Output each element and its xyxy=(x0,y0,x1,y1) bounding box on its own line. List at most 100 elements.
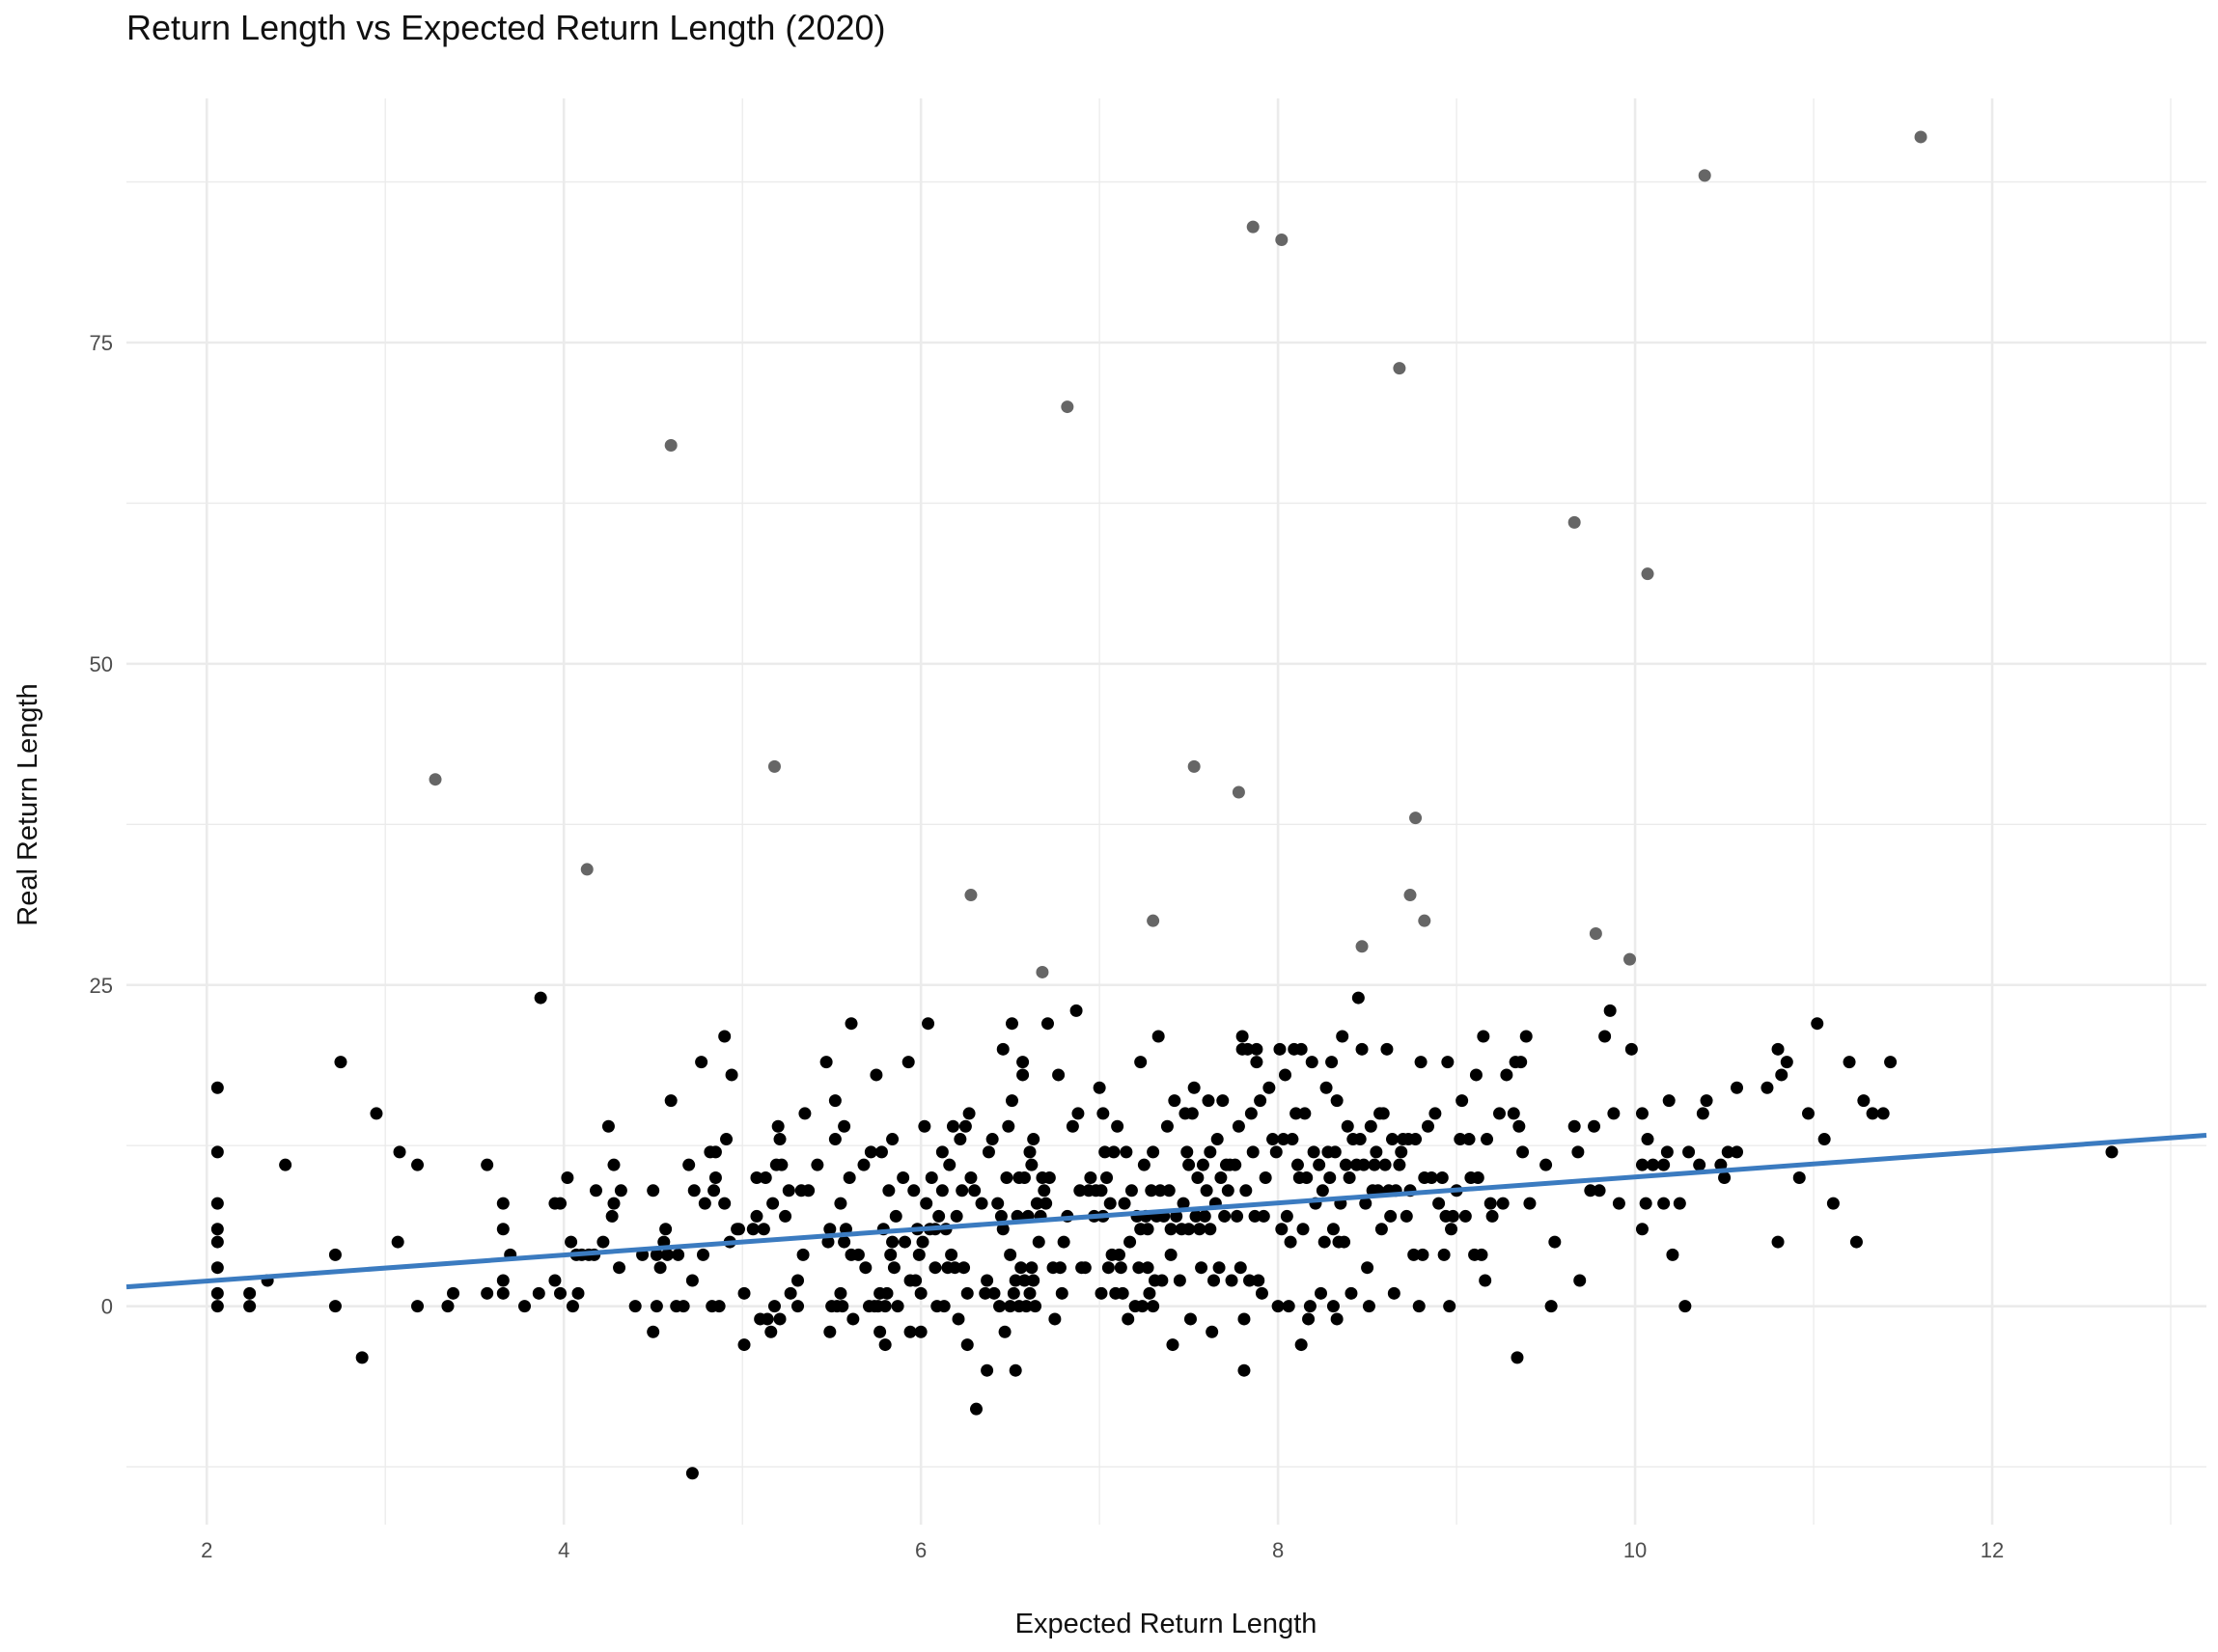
data-point xyxy=(880,1286,894,1300)
data-point xyxy=(1315,1286,1328,1300)
data-point xyxy=(1414,1056,1428,1069)
data-point xyxy=(935,1145,949,1159)
data-point xyxy=(757,1223,770,1236)
data-point xyxy=(1212,1261,1226,1275)
data-point xyxy=(1441,1056,1455,1069)
outlier-point xyxy=(1567,515,1581,529)
data-point xyxy=(1718,1170,1732,1184)
data-point xyxy=(1612,1197,1625,1210)
data-point xyxy=(1040,1197,1053,1210)
data-point xyxy=(1151,1030,1165,1043)
data-point xyxy=(1567,1119,1581,1133)
data-point xyxy=(1355,1042,1369,1056)
data-point xyxy=(845,1017,858,1031)
data-point xyxy=(566,1300,579,1313)
data-point xyxy=(553,1197,567,1210)
data-point xyxy=(1118,1197,1131,1210)
data-point xyxy=(1195,1261,1208,1275)
data-point xyxy=(1425,1170,1438,1184)
data-point xyxy=(1492,1107,1506,1120)
data-point xyxy=(886,1133,900,1146)
data-point xyxy=(1428,1107,1442,1120)
data-point xyxy=(1761,1081,1774,1094)
data-point xyxy=(1096,1107,1110,1120)
outlier-point xyxy=(429,773,442,786)
data-point xyxy=(791,1300,805,1313)
data-point xyxy=(1454,1133,1467,1146)
data-point xyxy=(960,1286,974,1300)
data-point xyxy=(925,1170,938,1184)
data-point xyxy=(834,1286,847,1300)
data-point xyxy=(334,1056,347,1069)
data-point xyxy=(1435,1170,1449,1184)
data-point xyxy=(771,1119,785,1133)
data-point xyxy=(1244,1107,1258,1120)
data-point xyxy=(1731,1081,1744,1094)
outlier-point xyxy=(664,439,678,453)
data-point xyxy=(1588,1119,1601,1133)
data-point xyxy=(1103,1197,1117,1210)
data-point xyxy=(802,1184,816,1198)
data-points xyxy=(210,991,2119,1480)
data-point xyxy=(725,1068,738,1082)
data-point xyxy=(695,1056,708,1069)
data-point xyxy=(1624,1042,1638,1056)
data-point xyxy=(1262,1081,1276,1094)
data-point xyxy=(1780,1056,1793,1069)
data-point xyxy=(1539,1158,1553,1171)
data-point xyxy=(718,1197,732,1210)
data-point xyxy=(899,1235,912,1249)
data-point xyxy=(1341,1119,1354,1133)
data-point xyxy=(1801,1107,1815,1120)
data-point xyxy=(1364,1119,1377,1133)
data-point xyxy=(1218,1209,1232,1223)
data-point xyxy=(954,1133,967,1146)
data-point xyxy=(1635,1223,1649,1236)
data-point xyxy=(605,1209,619,1223)
data-point xyxy=(682,1158,696,1171)
outlier-points xyxy=(429,130,1927,978)
data-point xyxy=(1207,1274,1221,1287)
data-point xyxy=(996,1042,1010,1056)
data-point xyxy=(1660,1145,1674,1159)
data-point xyxy=(914,1325,928,1338)
data-point xyxy=(708,1145,722,1159)
x-axis-ticks: 2 4 6 8 10 12 xyxy=(201,1538,2004,1562)
data-point xyxy=(1243,1274,1257,1287)
data-point xyxy=(948,1261,961,1275)
data-point xyxy=(914,1286,928,1300)
data-point xyxy=(1290,1158,1304,1171)
data-point xyxy=(561,1170,574,1184)
data-point xyxy=(210,1145,224,1159)
outlier-point xyxy=(1393,362,1406,375)
data-point xyxy=(1162,1184,1176,1198)
data-point xyxy=(1714,1158,1728,1171)
data-point xyxy=(975,1197,988,1210)
data-point xyxy=(1843,1056,1856,1069)
data-point xyxy=(650,1300,663,1313)
x-tick-label: 6 xyxy=(915,1538,927,1562)
data-point xyxy=(982,1145,995,1159)
data-point xyxy=(1124,1184,1138,1198)
data-point xyxy=(922,1017,935,1031)
data-point xyxy=(1303,1300,1317,1313)
data-point xyxy=(1523,1197,1537,1210)
data-point xyxy=(775,1158,789,1171)
data-point xyxy=(1200,1184,1213,1198)
data-point xyxy=(1378,1158,1392,1171)
x-tick-label: 2 xyxy=(201,1538,212,1562)
data-point xyxy=(1666,1248,1679,1261)
data-point xyxy=(1234,1261,1247,1275)
data-point xyxy=(1191,1170,1205,1184)
outlier-point xyxy=(1355,940,1369,953)
data-point xyxy=(1069,1004,1083,1017)
outlier-point xyxy=(1232,785,1245,799)
data-point xyxy=(1326,1300,1340,1313)
data-point xyxy=(1639,1197,1652,1210)
outlier-point xyxy=(1187,759,1201,773)
data-point xyxy=(1005,1094,1018,1108)
data-point xyxy=(1279,1068,1292,1082)
data-point xyxy=(1475,1248,1488,1261)
data-point xyxy=(1416,1248,1429,1261)
data-point xyxy=(1180,1145,1194,1159)
